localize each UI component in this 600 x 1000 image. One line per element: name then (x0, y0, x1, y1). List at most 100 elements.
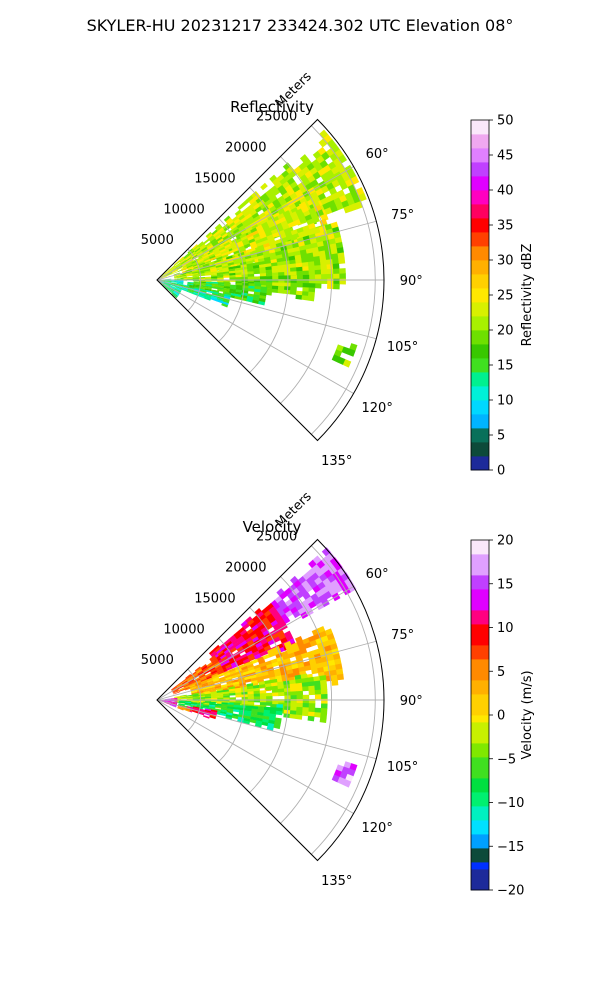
radar-bin-region-3 (203, 689, 210, 693)
radar-bin-region-6 (192, 707, 200, 710)
radar-bin-region-1 (267, 639, 276, 646)
radar-bin-region-6 (164, 282, 171, 286)
radar-bin-region-1 (216, 256, 223, 261)
radar-bin-region-2 (289, 263, 297, 269)
colorbar-tick-label: 20 (497, 534, 514, 549)
radar-bin-region-2 (335, 242, 344, 249)
radar-bin-region-3 (257, 656, 265, 662)
radar-bin-region-2 (204, 270, 211, 274)
radar-bin-region-2 (234, 267, 242, 271)
radar-bin-region-0 (165, 270, 172, 275)
radar-bin-region-3 (232, 679, 240, 683)
radar-bin-region-3 (271, 661, 280, 668)
radar-bin-region-4 (241, 689, 248, 693)
theta-tick-label: 135° (321, 454, 352, 469)
radar-bin-region-0 (177, 266, 184, 271)
radar-bin-region-0 (164, 268, 170, 274)
radar-bin-region-2 (192, 273, 199, 276)
radar-bin-region-2 (265, 272, 273, 277)
radar-bin-region-2 (253, 270, 261, 275)
colorbar-segment (471, 274, 489, 282)
radar-bin-region-1 (300, 205, 309, 213)
radar-bin-region-8 (170, 702, 178, 705)
radar-bin-region-5 (190, 704, 198, 707)
radar-bin-region-5 (208, 707, 216, 711)
radar-bin-region-0 (170, 267, 177, 272)
radar-bin-region-4 (240, 686, 248, 691)
radar-bin-region-6 (198, 708, 206, 712)
radar-bin-region-5 (276, 704, 283, 709)
radar-bin-region-1 (181, 267, 188, 272)
radar-bin-region-2 (241, 271, 248, 275)
colorbar-segment (471, 232, 489, 240)
colorbar-segment (471, 386, 489, 394)
radar-bin-region-1 (279, 216, 287, 224)
radar-bin-region-2 (289, 259, 297, 265)
radar-bin-region-2 (186, 277, 194, 280)
radar-bin-region-2 (181, 680, 188, 685)
radar-bin-region-5 (178, 703, 185, 706)
radar-bin-region-4 (319, 717, 327, 724)
radar-bin-region-1 (251, 624, 259, 632)
radar-bin-region-1 (220, 250, 228, 255)
radar-bin-region-0 (290, 207, 299, 215)
radar-bin-region-3 (241, 276, 249, 280)
radar-bin-region-4 (259, 690, 267, 694)
radar-bin-region-2 (211, 658, 219, 664)
radar-bin-region-2 (290, 271, 297, 276)
radar-bin-region-2 (203, 267, 211, 271)
radar-bin-region-0 (236, 211, 244, 219)
radar-bin-region-3 (247, 666, 255, 672)
radar-bin-region-0 (335, 202, 344, 211)
radar-bin-region-0 (211, 229, 218, 236)
radar-bin-region-0 (276, 173, 285, 182)
radar-bin-region-4 (290, 691, 297, 696)
radar-bin-region-3 (265, 285, 273, 290)
radar-bin-region-5 (210, 297, 218, 302)
radar-bin-region-0 (279, 177, 288, 186)
radar-bin-region-5 (226, 710, 234, 714)
radar-bin-region-2 (209, 668, 217, 673)
radar-bin-region-2 (229, 277, 236, 280)
radar-bin-region-3 (254, 667, 262, 673)
radar-bin-region-6 (175, 287, 182, 291)
radar-bin-region-2 (275, 254, 283, 260)
radar-bin-region-5 (274, 717, 282, 723)
radar-bin-region-2 (263, 256, 271, 262)
radar-bin-region-1 (224, 243, 232, 249)
radar-bin-region-5 (205, 294, 212, 298)
colorbar-tick-label: −10 (497, 796, 524, 811)
colorbar-segment (471, 757, 489, 765)
radar-bin-region-7 (347, 348, 356, 357)
radar-bin-region-4 (235, 692, 242, 696)
radar-bin-region-0 (172, 271, 179, 275)
radar-bin-region-4 (295, 710, 303, 716)
radar-bin-region-6 (169, 285, 176, 289)
radar-bin-region-0 (246, 215, 255, 223)
radar-bin-region-2 (228, 268, 236, 272)
radar-bin-region-4 (277, 688, 285, 693)
radar-bin-region-5 (257, 709, 265, 714)
radar-bin-region-3 (330, 669, 338, 677)
colorbar-segment (471, 211, 489, 219)
radar-bin-region-5 (270, 707, 277, 712)
radar-bin-region-3 (329, 664, 337, 672)
colorbar-segment (471, 547, 489, 555)
r-tick-label: 15000 (194, 171, 235, 186)
radar-bin-region-0 (184, 254, 191, 259)
radar-bin-region-6 (167, 288, 173, 294)
radar-bin-region-3 (240, 663, 248, 669)
radar-bin-region-4 (216, 693, 224, 697)
radar-bin-region-4 (241, 701, 249, 705)
radar-bin-region-6 (175, 286, 183, 290)
colorbar-segment (471, 827, 489, 835)
radar-bin-region-0 (324, 207, 333, 215)
colorbar-segment (471, 645, 489, 653)
radar-bin-region-2 (176, 682, 183, 688)
radar-bin-region-1 (268, 616, 277, 624)
radar-field (158, 547, 358, 788)
radar-bin-region-2 (217, 669, 224, 674)
radar-bin-region-8 (164, 698, 172, 700)
radar-bin-region-0 (285, 166, 295, 175)
radar-bin-region-2 (202, 666, 209, 672)
